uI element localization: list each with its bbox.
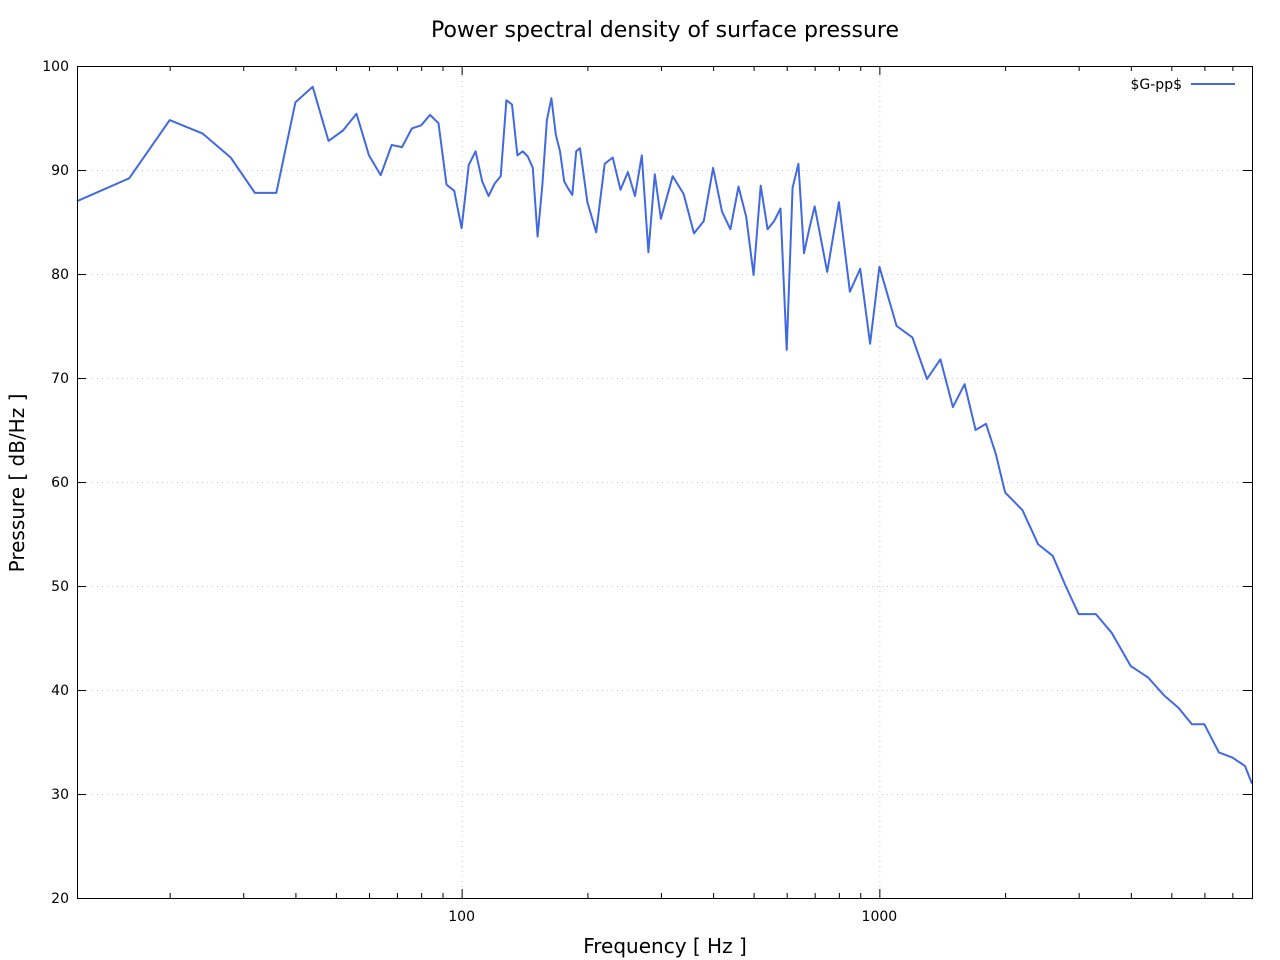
y-tick-label: 80 bbox=[51, 267, 69, 283]
y-tick-label: 50 bbox=[51, 579, 69, 595]
legend-label: $G-pp$ bbox=[1131, 77, 1183, 93]
y-tick-label: 90 bbox=[51, 163, 69, 179]
y-tick-labels: 20 30 40 50 60 70 80 90 100 bbox=[42, 59, 69, 907]
y-tick-label: 40 bbox=[51, 683, 69, 699]
series-line-gpp bbox=[76, 85, 1253, 784]
y-tick-label: 20 bbox=[51, 891, 69, 907]
chart-title: Power spectral density of surface pressu… bbox=[431, 18, 899, 43]
series-layer bbox=[76, 85, 1253, 784]
y-tick-label: 100 bbox=[42, 59, 69, 75]
legend: $G-pp$ bbox=[1131, 77, 1235, 93]
y-axis-title: Pressure [ dB/Hz ] bbox=[5, 394, 29, 573]
x-tick-label: 100 bbox=[448, 909, 475, 925]
y-tick-label: 60 bbox=[51, 475, 69, 491]
plot-frame bbox=[77, 66, 1253, 899]
x-tick-labels: 100 1000 bbox=[448, 909, 897, 925]
x-axis-title: Frequency [ Hz ] bbox=[583, 934, 747, 958]
y-tick-label: 70 bbox=[51, 371, 69, 387]
y-tick-label: 30 bbox=[51, 787, 69, 803]
x-tick-label: 1000 bbox=[862, 909, 898, 925]
grid-lines bbox=[77, 66, 1252, 898]
